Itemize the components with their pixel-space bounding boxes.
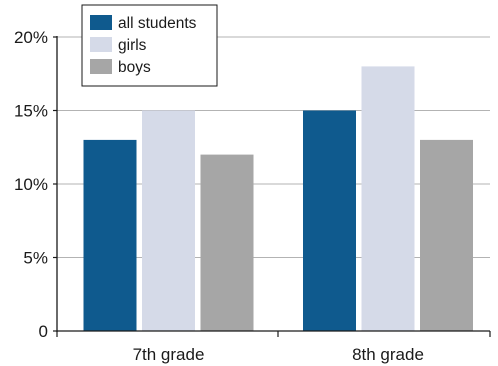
legend-swatch: [90, 15, 112, 30]
x-category-label: 8th grade: [352, 345, 424, 364]
legend-swatch: [90, 59, 112, 74]
bar-boys-7th-grade: [200, 154, 254, 331]
y-tick-label: 20%: [14, 28, 48, 47]
y-tick-label: 0: [39, 322, 48, 341]
y-tick-label: 15%: [14, 102, 48, 121]
legend-swatch: [90, 37, 112, 52]
legend-label: boys: [118, 59, 151, 76]
legend: all students girls boys: [81, 4, 218, 87]
legend-label: all students: [118, 15, 197, 32]
bar-boys-8th-grade: [420, 139, 473, 331]
bars: [83, 66, 473, 332]
tick-labels: 0 5% 10% 15% 20% 7th grade 8th grade: [14, 28, 424, 364]
bar-girls-8th-grade: [361, 66, 415, 332]
y-tick-label: 10%: [14, 175, 48, 194]
bar-girls-7th-grade: [142, 110, 195, 331]
legend-label: girls: [118, 37, 147, 54]
axes: [53, 36, 491, 337]
bar-all-students-7th-grade: [83, 139, 137, 331]
bar-all-students-8th-grade: [303, 110, 356, 331]
y-tick-label: 5%: [23, 249, 48, 268]
x-category-label: 7th grade: [133, 345, 205, 364]
